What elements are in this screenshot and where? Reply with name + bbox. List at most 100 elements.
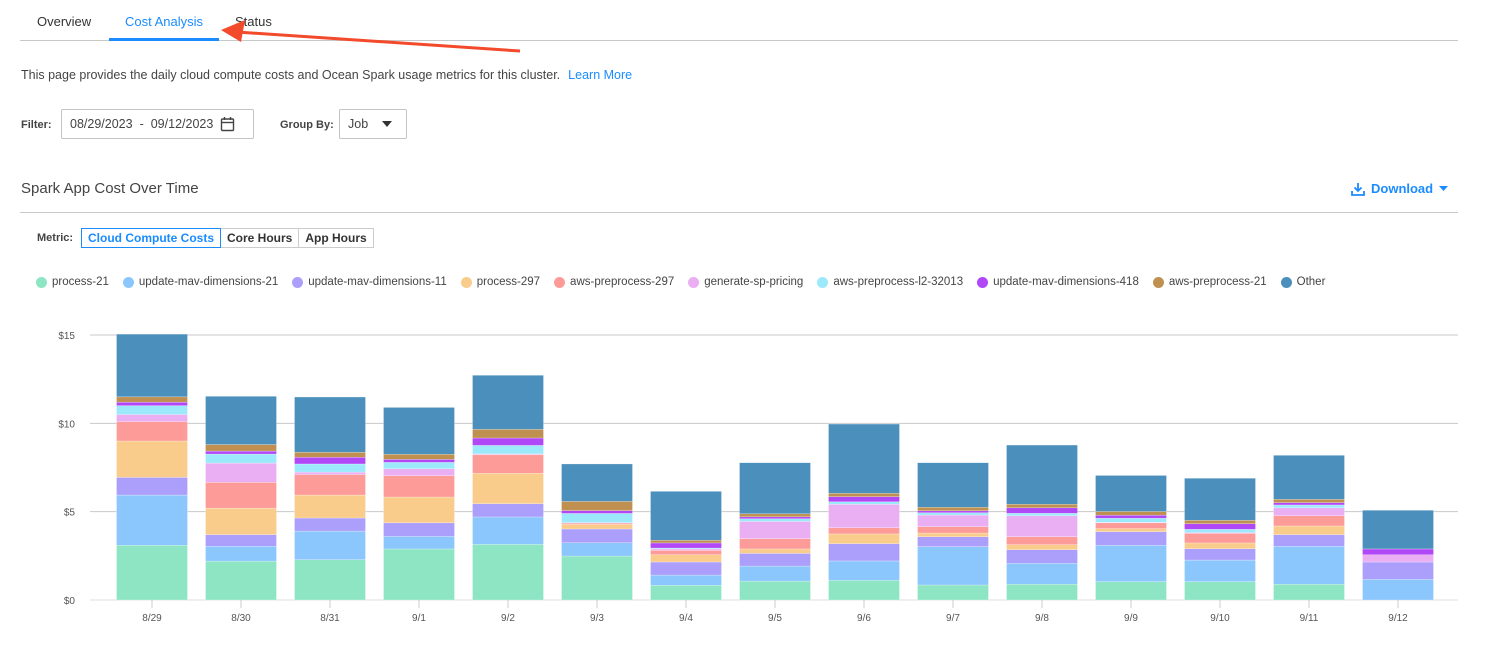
- legend-item[interactable]: update-mav-dimensions-11: [292, 276, 447, 288]
- bar-segment[interactable]: [828, 501, 900, 505]
- legend-item[interactable]: aws-preprocess-297: [554, 276, 674, 288]
- bar-segment[interactable]: [739, 565, 811, 582]
- bar-segment[interactable]: [917, 514, 989, 527]
- tab-status[interactable]: Status: [235, 14, 272, 29]
- bar-segment[interactable]: [116, 405, 188, 415]
- bar-segment[interactable]: [116, 414, 188, 422]
- bar-segment[interactable]: [116, 477, 188, 496]
- bar-segment[interactable]: [1006, 507, 1078, 514]
- bar-segment[interactable]: [116, 401, 188, 406]
- metric-core-hours[interactable]: Core Hours: [220, 228, 300, 248]
- bar-segment[interactable]: [294, 559, 366, 601]
- bar-segment[interactable]: [1006, 444, 1078, 505]
- bar-segment[interactable]: [739, 548, 811, 554]
- bar-segment[interactable]: [205, 546, 277, 562]
- bar-segment[interactable]: [205, 507, 277, 535]
- bar-segment[interactable]: [561, 513, 633, 523]
- bar-segment[interactable]: [383, 522, 455, 537]
- bar-segment[interactable]: [917, 507, 989, 512]
- bar-segment[interactable]: [917, 584, 989, 601]
- start-date[interactable]: 08/29/2023: [70, 117, 133, 131]
- tab-overview[interactable]: Overview: [37, 14, 92, 29]
- bar-segment[interactable]: [205, 396, 277, 445]
- bar-segment[interactable]: [1006, 536, 1078, 545]
- end-date[interactable]: 09/12/2023: [150, 117, 214, 131]
- bar-segment[interactable]: [1362, 554, 1434, 563]
- bar-segment[interactable]: [828, 533, 900, 544]
- bar-segment[interactable]: [1095, 522, 1167, 529]
- bar-segment[interactable]: [561, 528, 633, 544]
- bar-segment[interactable]: [1095, 531, 1167, 546]
- bar-segment[interactable]: [739, 521, 811, 539]
- bar-segment[interactable]: [294, 396, 366, 453]
- bar-segment[interactable]: [205, 482, 277, 509]
- download-button[interactable]: Download: [1351, 181, 1449, 196]
- legend-item[interactable]: process-297: [460, 276, 540, 288]
- bar-segment[interactable]: [650, 585, 722, 601]
- bar-segment[interactable]: [1095, 581, 1167, 601]
- bar-segment[interactable]: [116, 544, 188, 601]
- bar-segment[interactable]: [917, 546, 989, 586]
- bar-segment[interactable]: [739, 553, 811, 567]
- legend-item[interactable]: aws-preprocess-l2-32013: [817, 276, 963, 288]
- bar-segment[interactable]: [1273, 455, 1345, 500]
- bar-segment[interactable]: [1273, 502, 1345, 506]
- bar-segment[interactable]: [1006, 515, 1078, 538]
- group-by-select[interactable]: Job: [339, 109, 407, 139]
- bar-segment[interactable]: [739, 538, 811, 550]
- bar-segment[interactable]: [294, 530, 366, 560]
- bar-segment[interactable]: [205, 450, 277, 455]
- bar-segment[interactable]: [1184, 529, 1256, 533]
- bar-segment[interactable]: [650, 540, 722, 544]
- bar-segment[interactable]: [205, 560, 277, 601]
- bar-segment[interactable]: [917, 536, 989, 547]
- bar-segment[interactable]: [116, 494, 188, 546]
- bar-segment[interactable]: [1362, 548, 1434, 556]
- bar-segment[interactable]: [205, 534, 277, 547]
- metric-app-hours[interactable]: App Hours: [298, 228, 374, 248]
- bar-segment[interactable]: [917, 462, 989, 508]
- bar-segment[interactable]: [383, 475, 455, 498]
- learn-more-link[interactable]: Learn More: [568, 68, 633, 82]
- date-range-input[interactable]: 08/29/2023 - 09/12/2023: [61, 109, 254, 139]
- bar-segment[interactable]: [1095, 517, 1167, 523]
- bar-segment[interactable]: [650, 561, 722, 576]
- bar-segment[interactable]: [294, 463, 366, 473]
- bar-segment[interactable]: [1095, 528, 1167, 532]
- bar-segment[interactable]: [650, 491, 722, 541]
- bar-segment[interactable]: [472, 473, 544, 504]
- legend-item[interactable]: update-mav-dimensions-418: [977, 276, 1139, 288]
- bar-segment[interactable]: [472, 454, 544, 474]
- bar-segment[interactable]: [383, 462, 455, 469]
- bar-segment[interactable]: [1184, 548, 1256, 561]
- bar-segment[interactable]: [1273, 546, 1345, 585]
- legend-item[interactable]: update-mav-dimensions-21: [122, 276, 278, 288]
- bar-segment[interactable]: [472, 445, 544, 455]
- bar-segment[interactable]: [917, 532, 989, 538]
- bar-segment[interactable]: [472, 503, 544, 518]
- bar-segment[interactable]: [472, 375, 544, 430]
- bar-segment[interactable]: [472, 437, 544, 446]
- bar-segment[interactable]: [383, 454, 455, 460]
- bar-segment[interactable]: [294, 471, 366, 475]
- bar-segment[interactable]: [1095, 475, 1167, 512]
- bar-segment[interactable]: [1184, 581, 1256, 601]
- bar-segment[interactable]: [294, 457, 366, 465]
- bar-segment[interactable]: [739, 518, 811, 522]
- bar-segment[interactable]: [116, 396, 188, 403]
- bar-segment[interactable]: [1095, 514, 1167, 519]
- bar-segment[interactable]: [650, 542, 722, 549]
- bar-segment[interactable]: [739, 516, 811, 519]
- bar-segment[interactable]: [739, 580, 811, 601]
- tab-cost-analysis[interactable]: Cost Analysis: [125, 14, 204, 29]
- bar-segment[interactable]: [1184, 542, 1256, 550]
- bar-segment[interactable]: [917, 526, 989, 534]
- bar-segment[interactable]: [1006, 563, 1078, 585]
- bar-segment[interactable]: [561, 463, 633, 502]
- bar-segment[interactable]: [561, 510, 633, 514]
- bar-segment[interactable]: [383, 548, 455, 601]
- bar-segment[interactable]: [1184, 533, 1256, 544]
- bar-segment[interactable]: [828, 423, 900, 494]
- bar-segment[interactable]: [1095, 511, 1167, 516]
- bar-segment[interactable]: [383, 496, 455, 524]
